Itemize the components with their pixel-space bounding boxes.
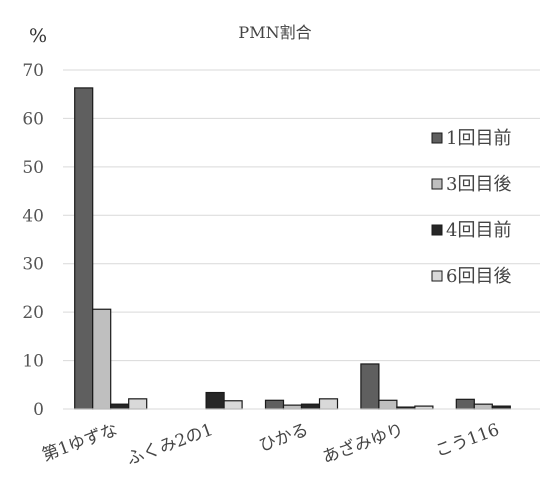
- y-tick-label: 60: [22, 109, 44, 129]
- x-category-label: ひかる: [256, 420, 311, 456]
- legend-swatch: [431, 270, 443, 282]
- x-axis-categories: 第1ゆずな ふくみ2の1 ひかる あざみゆり こう116: [39, 419, 502, 470]
- legend-swatch: [431, 132, 443, 144]
- x-category-label: こう116: [433, 420, 502, 462]
- legend-swatch: [431, 178, 443, 190]
- bar: [378, 399, 398, 410]
- y-tick-label: 10: [22, 352, 44, 372]
- legend-label: 6回目後: [446, 266, 511, 287]
- bar: [223, 400, 243, 410]
- y-tick-label: 0: [33, 400, 44, 420]
- x-category-label: あざみゆり: [320, 419, 407, 468]
- x-category-label: ふくみ2の1: [124, 420, 216, 470]
- legend-label: 4回目前: [446, 220, 511, 241]
- y-tick-label: 40: [22, 206, 44, 226]
- legend: 1回目前 3回目後 4回目前 6回目後: [431, 128, 511, 287]
- bar: [74, 87, 94, 410]
- bar: [205, 391, 225, 410]
- bar: [455, 398, 475, 410]
- bar: [282, 404, 303, 410]
- legend-swatch: [431, 224, 443, 236]
- gridlines: [63, 69, 540, 362]
- bar: [300, 403, 321, 410]
- legend-label: 1回目前: [446, 128, 511, 149]
- bar-series: [74, 87, 511, 410]
- bar: [473, 403, 493, 410]
- bar: [110, 403, 130, 410]
- y-axis-unit-label: %: [29, 25, 47, 47]
- chart-title: PMN割合: [238, 23, 311, 42]
- bar: [92, 308, 112, 410]
- bar: [318, 398, 339, 410]
- y-tick-label: 70: [22, 61, 44, 81]
- y-tick-label: 50: [22, 158, 44, 178]
- legend-label: 3回目後: [446, 174, 511, 195]
- bar: [264, 399, 285, 410]
- y-tick-label: 20: [22, 303, 44, 323]
- x-category-label: 第1ゆずな: [39, 420, 120, 466]
- y-axis-ticks: 0 10 20 30 40 50 60 70: [22, 61, 44, 420]
- bar: [128, 398, 148, 410]
- y-tick-label: 30: [22, 255, 44, 275]
- bar: [360, 363, 380, 410]
